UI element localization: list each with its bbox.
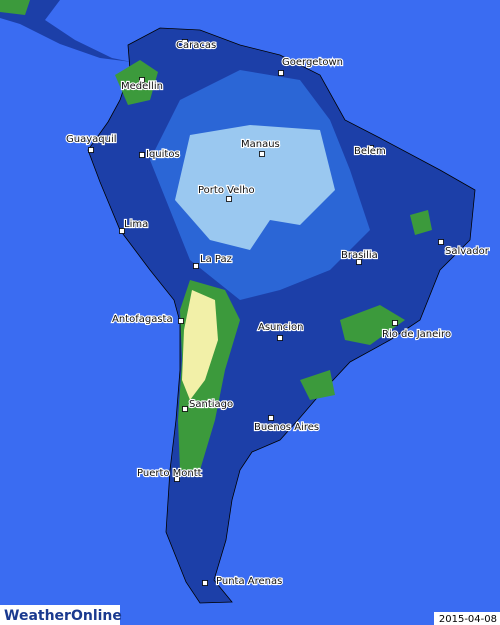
city-label: Lima bbox=[124, 219, 148, 230]
city-marker bbox=[182, 406, 188, 412]
city-marker bbox=[174, 476, 180, 482]
city-label: Antofagasta bbox=[112, 314, 173, 325]
city-label: La Paz bbox=[200, 254, 232, 265]
south-green bbox=[300, 370, 335, 400]
city-label: Goergetown bbox=[282, 57, 343, 68]
city-marker bbox=[268, 415, 274, 421]
city-marker bbox=[139, 152, 145, 158]
city-marker bbox=[88, 147, 94, 153]
date: 2015-04-08 bbox=[439, 614, 497, 625]
city-label: Caracas bbox=[176, 40, 216, 51]
city-label: Puerto Montt bbox=[137, 468, 202, 479]
city-label: Iquitos bbox=[146, 149, 180, 160]
city-label: Rio de Janeiro bbox=[382, 329, 451, 340]
city-marker bbox=[356, 259, 362, 265]
central-america-green bbox=[0, 0, 30, 15]
coast-green bbox=[340, 305, 405, 345]
city-marker bbox=[392, 320, 398, 326]
city-marker bbox=[139, 77, 145, 83]
east-green bbox=[410, 210, 432, 235]
logo-box bbox=[0, 605, 120, 625]
andes-dry bbox=[182, 290, 218, 400]
city-marker bbox=[202, 580, 208, 586]
city-marker bbox=[178, 318, 184, 324]
city-label: Santiago bbox=[189, 399, 233, 410]
city-label: Manaus bbox=[241, 139, 280, 150]
city-marker bbox=[182, 39, 188, 45]
city-marker bbox=[193, 263, 199, 269]
city-label: Salvador bbox=[445, 246, 490, 257]
city-marker bbox=[278, 70, 284, 76]
date-box bbox=[434, 612, 500, 625]
logo: WeatherOnline bbox=[4, 608, 122, 624]
central-america bbox=[0, 0, 132, 62]
light-region bbox=[175, 125, 335, 250]
colombia-green bbox=[115, 60, 158, 105]
city-label: Porto Velho bbox=[198, 185, 255, 196]
city-label: Asuncion bbox=[258, 322, 303, 333]
city-label: Guayaquil bbox=[66, 134, 117, 145]
city-label: Belem bbox=[354, 146, 386, 157]
city-marker bbox=[277, 335, 283, 341]
city-marker bbox=[259, 151, 265, 157]
city-label: Punta Arenas bbox=[216, 576, 282, 587]
city-marker bbox=[119, 228, 125, 234]
city-marker bbox=[226, 196, 232, 202]
city-label: Brasilia bbox=[341, 250, 378, 261]
city-label: Medellin bbox=[121, 81, 163, 92]
city-marker bbox=[368, 145, 374, 151]
city-label: Buenos Aires bbox=[254, 422, 319, 433]
city-marker bbox=[438, 239, 444, 245]
